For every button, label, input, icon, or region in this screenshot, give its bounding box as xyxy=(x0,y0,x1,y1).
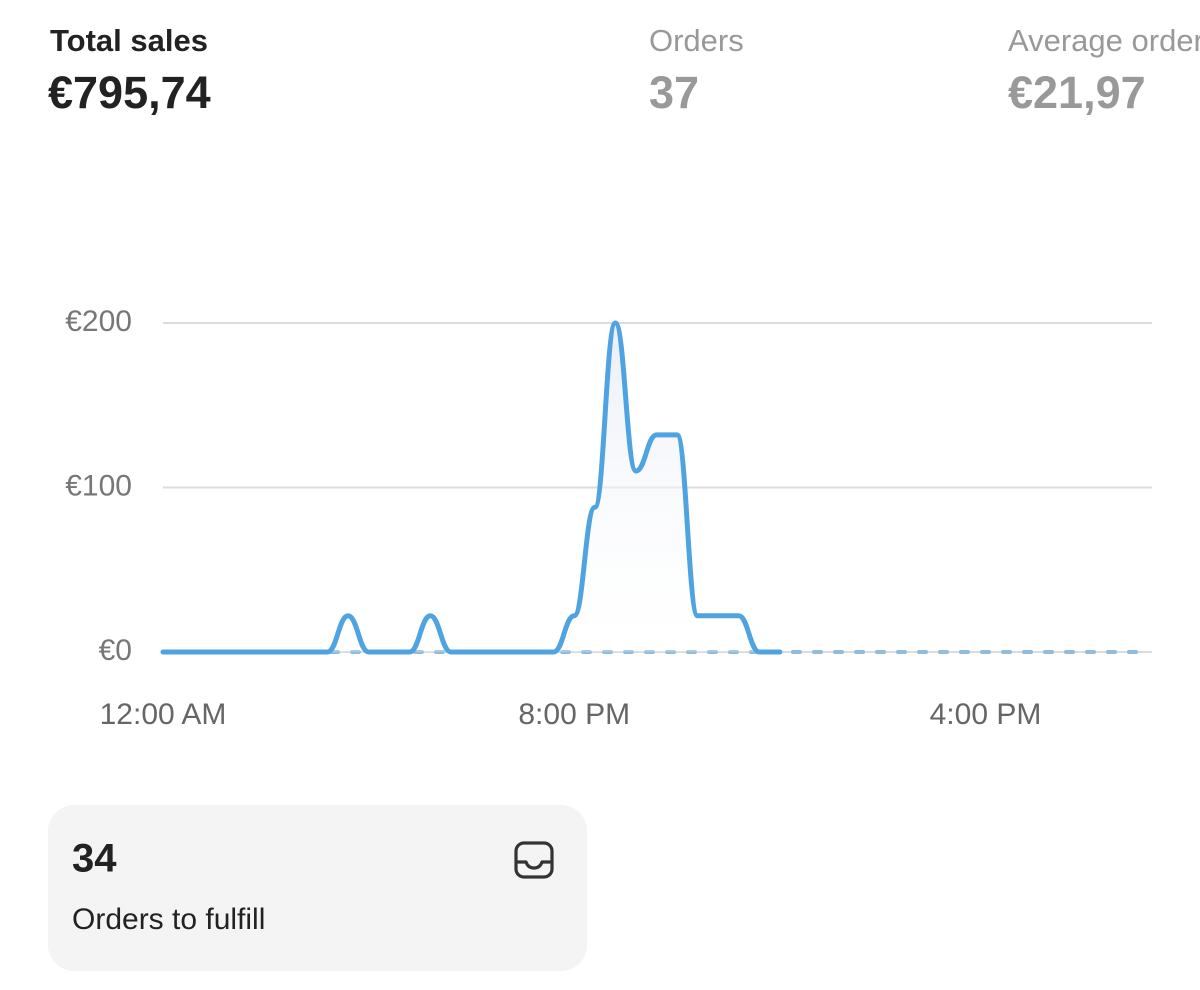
x-tick-label: 8:00 PM xyxy=(518,698,630,731)
metric-value[interactable]: 37 xyxy=(649,67,699,118)
inbox-icon[interactable] xyxy=(514,841,554,879)
chart: €0 €100 €200 12:00 AM 8:00 PM 4:00 PM xyxy=(65,305,1152,731)
card[interactable] xyxy=(48,805,587,971)
x-tick-label: 4:00 PM xyxy=(930,698,1042,731)
y-tick-label: €0 xyxy=(99,634,132,667)
line xyxy=(160,320,783,655)
metric-label[interactable]: Average order value xyxy=(1008,23,1200,58)
metric-value[interactable]: €21,97 xyxy=(1008,67,1146,118)
metric-label: Total sales xyxy=(50,23,208,58)
y-tick-label: €100 xyxy=(65,469,132,502)
card-value: 34 xyxy=(72,837,117,881)
metric-value: €795,74 xyxy=(48,67,211,118)
x-tick-label: 12:00 AM xyxy=(100,698,227,731)
metric-label[interactable]: Orders xyxy=(649,23,744,58)
card-label: Orders to fulfill xyxy=(72,903,265,936)
y-tick-label: €200 xyxy=(65,305,132,338)
